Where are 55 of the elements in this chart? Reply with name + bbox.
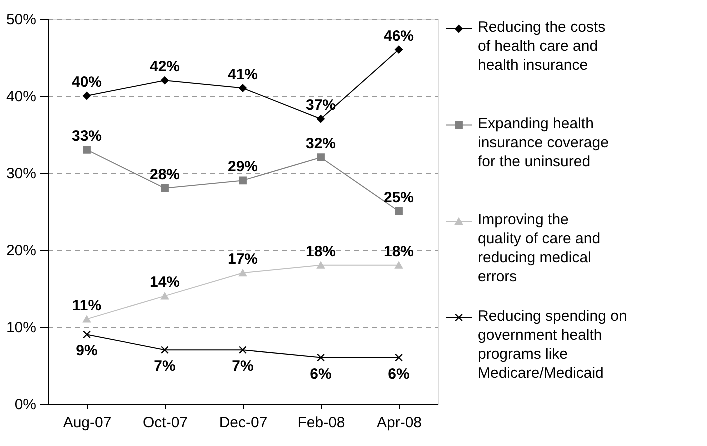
data-label: 41% (228, 66, 258, 84)
data-label: 6% (388, 366, 410, 383)
data-label: 40% (72, 74, 102, 91)
y-tick-label: 30% (6, 166, 36, 182)
point (317, 354, 325, 362)
x-tick-label: Feb-08 (298, 414, 346, 432)
data-label: 17% (228, 251, 258, 268)
legend-label: Expanding health insurance coverage for the uninsured (478, 115, 609, 170)
point (395, 354, 403, 362)
data-label: 7% (232, 358, 254, 376)
data-label: 11% (72, 297, 102, 314)
x-tick-label: Oct-07 (142, 414, 188, 432)
x-tick-label: Dec-07 (219, 414, 268, 432)
legend-label: Reducing spending on government health programs like Medicare/Medicaid (478, 308, 628, 382)
point (161, 76, 169, 85)
point (161, 346, 169, 354)
legend-label: Reducing the costs of health care and health insurance (478, 19, 606, 74)
point (317, 115, 325, 124)
point (395, 208, 403, 216)
data-label: 14% (150, 274, 180, 292)
point (83, 146, 91, 154)
data-label: 25% (384, 190, 414, 206)
data-label: 18% (384, 243, 414, 260)
point (317, 262, 325, 269)
point (161, 184, 169, 192)
x-tick-label: Aug-07 (63, 414, 112, 432)
point (161, 292, 169, 300)
y-tick-label: 20% (6, 242, 36, 260)
data-label: 18% (306, 243, 336, 260)
data-label: 6% (310, 366, 332, 383)
x-tick-label: Apr-08 (376, 414, 422, 432)
data-label: 7% (154, 358, 176, 376)
point (239, 84, 247, 92)
point (83, 316, 91, 323)
data-label: 33% (72, 128, 102, 145)
data-label: 32% (306, 136, 336, 153)
y-tick-label: 50% (6, 12, 36, 28)
point (83, 92, 91, 100)
point (239, 346, 247, 354)
point (395, 46, 403, 54)
point (317, 154, 325, 162)
data-label: 9% (76, 342, 98, 360)
y-tick-label: 0% (14, 396, 36, 414)
data-label: 46% (384, 28, 414, 45)
data-label: 29% (228, 158, 258, 176)
data-label: 28% (150, 166, 180, 184)
y-tick-label: 40% (6, 88, 36, 106)
point (83, 330, 91, 339)
point (395, 262, 403, 269)
data-label: 37% (306, 97, 336, 114)
point (239, 176, 247, 185)
y-tick-label: 10% (6, 320, 36, 336)
point (239, 270, 247, 277)
legend-label: Improving the quality of care and reducing medical errors (478, 212, 601, 286)
data-label: 42% (150, 58, 180, 76)
